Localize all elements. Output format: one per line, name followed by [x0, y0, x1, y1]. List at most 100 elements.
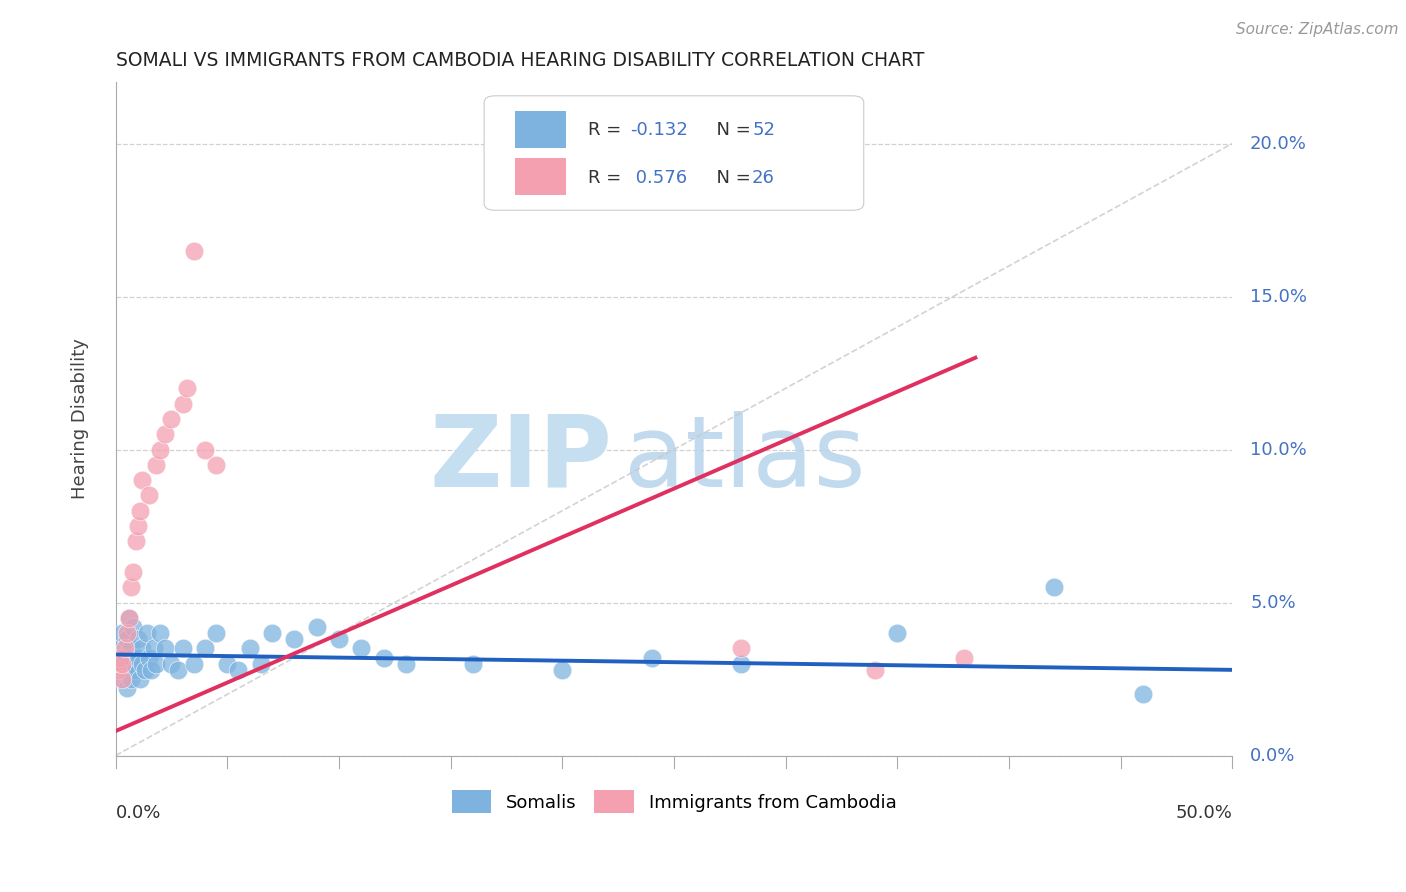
Point	[176, 381, 198, 395]
Point	[239, 641, 262, 656]
Point	[217, 657, 239, 671]
Point	[134, 663, 156, 677]
Y-axis label: Hearing Disability: Hearing Disability	[72, 338, 89, 500]
Point	[730, 641, 752, 656]
Point	[205, 458, 228, 472]
Point	[138, 650, 160, 665]
Point	[115, 626, 138, 640]
Point	[127, 632, 149, 647]
Point	[114, 641, 136, 656]
Text: 0.0%: 0.0%	[115, 805, 162, 822]
Point	[122, 565, 145, 579]
Point	[118, 611, 141, 625]
FancyBboxPatch shape	[516, 111, 565, 148]
Point	[115, 681, 138, 696]
Point	[107, 657, 129, 671]
Point	[149, 442, 172, 457]
Point	[131, 473, 153, 487]
Point	[863, 663, 886, 677]
Point	[138, 488, 160, 502]
Point	[153, 641, 176, 656]
Point	[129, 504, 152, 518]
Point	[1042, 580, 1064, 594]
Point	[194, 442, 217, 457]
Point	[145, 458, 167, 472]
Point	[172, 641, 194, 656]
Point	[122, 657, 145, 671]
Point	[228, 663, 250, 677]
Point	[730, 657, 752, 671]
Text: 5.0%: 5.0%	[1250, 593, 1296, 612]
Point	[127, 519, 149, 533]
Text: 50.0%: 50.0%	[1175, 805, 1232, 822]
Point	[115, 632, 138, 647]
Point	[131, 641, 153, 656]
Point	[122, 620, 145, 634]
Point	[120, 580, 142, 594]
Point	[395, 657, 418, 671]
Point	[107, 663, 129, 677]
Point	[118, 657, 141, 671]
Legend: Somalis, Immigrants from Cambodia: Somalis, Immigrants from Cambodia	[444, 783, 904, 821]
Point	[135, 626, 157, 640]
Point	[145, 657, 167, 671]
Point	[551, 663, 574, 677]
Text: N =: N =	[706, 169, 756, 187]
Point	[120, 672, 142, 686]
Text: -0.132: -0.132	[630, 120, 689, 139]
Point	[108, 650, 131, 665]
Point	[953, 650, 976, 665]
Point	[194, 641, 217, 656]
Text: N =: N =	[706, 120, 756, 139]
Point	[111, 626, 134, 640]
Point	[283, 632, 305, 647]
Point	[114, 663, 136, 677]
Point	[172, 397, 194, 411]
Text: ZIP: ZIP	[430, 411, 613, 508]
Point	[640, 650, 662, 665]
Point	[131, 657, 153, 671]
Point	[127, 650, 149, 665]
Point	[350, 641, 373, 656]
Point	[160, 412, 183, 426]
Text: 52: 52	[752, 120, 775, 139]
Point	[249, 657, 271, 671]
Point	[328, 632, 350, 647]
Point	[114, 650, 136, 665]
Text: R =: R =	[588, 120, 627, 139]
Text: atlas: atlas	[624, 411, 865, 508]
Point	[111, 657, 134, 671]
Text: 20.0%: 20.0%	[1250, 135, 1308, 153]
Point	[118, 611, 141, 625]
Point	[183, 244, 205, 258]
Point	[305, 620, 328, 634]
Point	[205, 626, 228, 640]
Text: Source: ZipAtlas.com: Source: ZipAtlas.com	[1236, 22, 1399, 37]
Point	[167, 663, 190, 677]
Point	[125, 534, 148, 549]
Point	[111, 672, 134, 686]
Point	[160, 657, 183, 671]
Point	[886, 626, 908, 640]
Point	[183, 657, 205, 671]
Text: 0.576: 0.576	[630, 169, 688, 187]
Point	[461, 657, 484, 671]
Text: 10.0%: 10.0%	[1250, 441, 1306, 458]
Point	[108, 641, 131, 656]
Point	[373, 650, 395, 665]
Text: 0.0%: 0.0%	[1250, 747, 1295, 764]
Point	[141, 663, 163, 677]
Point	[260, 626, 283, 640]
Text: SOMALI VS IMMIGRANTS FROM CAMBODIA HEARING DISABILITY CORRELATION CHART: SOMALI VS IMMIGRANTS FROM CAMBODIA HEARI…	[115, 51, 924, 70]
Point	[149, 626, 172, 640]
Text: R =: R =	[588, 169, 627, 187]
Point	[125, 663, 148, 677]
Point	[153, 427, 176, 442]
Point	[1132, 687, 1154, 701]
Point	[120, 641, 142, 656]
Text: 26: 26	[752, 169, 775, 187]
FancyBboxPatch shape	[516, 159, 565, 195]
FancyBboxPatch shape	[484, 95, 863, 211]
Point	[129, 672, 152, 686]
Text: 15.0%: 15.0%	[1250, 287, 1308, 306]
